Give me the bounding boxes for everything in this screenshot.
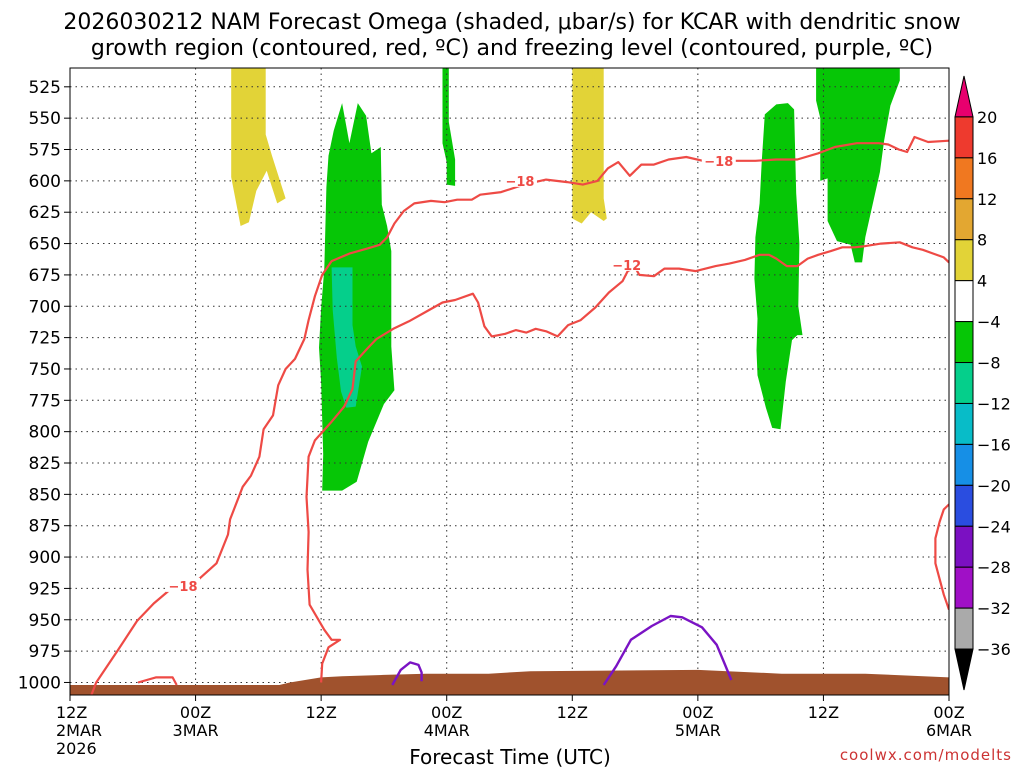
dgz-minus-12-label-bg <box>609 256 644 271</box>
colorbar-label-13: −36 <box>977 640 1011 659</box>
y-tick-label-850: 850 <box>29 485 61 505</box>
x-axis-label: Forecast Time (UTC) <box>409 745 611 768</box>
colorbar-bin--40 <box>954 648 974 691</box>
colorbar-label-12: −32 <box>977 599 1011 618</box>
omega-neg-4-region-4 <box>442 68 456 186</box>
dgz-minus-18-lower-label-bg <box>166 577 201 592</box>
colorbar-label-5: −4 <box>977 313 1001 332</box>
colorbar-label-4: 4 <box>977 272 987 291</box>
colorbar-label-0: 20 <box>977 108 997 127</box>
colorbar-label-9: −20 <box>977 476 1011 495</box>
dgz-minus-18-lower-line <box>90 135 949 695</box>
dgz-minus-18-label-0: −18 <box>505 175 534 190</box>
omega-pos-4-region-2 <box>592 68 597 83</box>
colorbar-label-6: −8 <box>977 354 1001 373</box>
colorbar-bin--28 <box>954 525 974 568</box>
y-tick-label-925: 925 <box>29 579 61 599</box>
freezing-level-2-line <box>602 614 733 686</box>
colorbar-bin-4 <box>954 239 974 282</box>
dgz-minus-18-label-1: −18 <box>704 155 733 170</box>
x-tick-label-24-0: 12Z <box>305 703 336 722</box>
x-tick-label-0-0: 12Z <box>56 703 87 722</box>
colorbar-bin-8 <box>954 198 974 241</box>
terrain-fill <box>70 669 949 695</box>
colorbar-bin--32 <box>954 566 974 609</box>
y-tick-label-650: 650 <box>29 235 61 255</box>
x-tick-label-72-0: 12Z <box>808 703 839 722</box>
colorbar-bin--8 <box>954 321 974 364</box>
x-tick-label-84-0: 00Z <box>933 703 964 722</box>
x-tick-label-60-1: 5MAR <box>675 721 721 740</box>
dgz-minus-12-line <box>305 241 949 683</box>
omega-neg-4-region-3 <box>319 103 395 491</box>
colorbar-label-8: −16 <box>977 435 1011 454</box>
y-tick-label-975: 975 <box>29 642 61 662</box>
dgz-minus-12-label: −12 <box>612 259 641 274</box>
x-tick-label-0-1: 2MAR <box>56 721 102 740</box>
colorbar-label-3: 8 <box>977 231 987 250</box>
x-tick-label-0-2: 2026 <box>56 739 97 758</box>
dgz-minus-18-label-bg-1 <box>701 152 736 167</box>
colorbar-label-10: −24 <box>977 517 1011 536</box>
x-tick-label-12-1: 3MAR <box>173 721 219 740</box>
y-tick-label-800: 800 <box>29 423 61 443</box>
x-tick-label-48-0: 12Z <box>557 703 588 722</box>
dgz-minus-18-label-bg-0 <box>502 172 537 187</box>
colorbar-bin--36 <box>954 607 974 650</box>
colorbar-bin-16 <box>954 116 974 159</box>
y-tick-label-575: 575 <box>29 141 61 161</box>
y-tick-label-525: 525 <box>29 78 61 98</box>
x-tick-label-36-0: 00Z <box>431 703 462 722</box>
x-tick-label-36-1: 4MAR <box>424 721 470 740</box>
colorbar-bin-12 <box>954 157 974 200</box>
y-tick-label-825: 825 <box>29 454 61 474</box>
dgz-minus-18-lower-label: −18 <box>169 580 198 595</box>
omega-neg-4-region-6 <box>816 68 900 263</box>
colorbar-label-2: 12 <box>977 190 997 209</box>
colorbar-label-1: 16 <box>977 149 997 168</box>
chart-title-line-1: 2026030212 NAM Forecast Omega (shaded, μ… <box>63 10 960 35</box>
x-tick-label-60-0: 00Z <box>682 703 713 722</box>
y-tick-label-550: 550 <box>29 109 61 129</box>
omega-pos-4-region-1 <box>572 68 607 224</box>
colorbar-bin--12 <box>954 362 974 404</box>
omega-pos-4-region-0 <box>231 68 286 226</box>
y-tick-label-600: 600 <box>29 172 61 192</box>
colorbar-label-11: −28 <box>977 558 1011 577</box>
y-tick-label-950: 950 <box>29 611 61 631</box>
colorbar-bin--4 <box>954 280 974 323</box>
colorbar-bin-20 <box>954 75 974 118</box>
colorbar-bin--24 <box>954 484 974 527</box>
colorbar-label-7: −12 <box>977 394 1011 413</box>
y-tick-label-875: 875 <box>29 517 61 537</box>
plot-frame <box>69 67 950 696</box>
y-tick-label-900: 900 <box>29 548 61 568</box>
x-tick-label-84-1: 6MAR <box>926 721 972 740</box>
colorbar-bin--16 <box>954 402 974 445</box>
y-tick-label-725: 725 <box>29 329 61 349</box>
omega-neg-4-region-5 <box>754 103 803 430</box>
dgz-minus-18-right-line <box>934 503 949 611</box>
colorbar-bin--20 <box>954 443 974 486</box>
y-tick-label-750: 750 <box>29 360 61 380</box>
y-tick-label-1000: 1000 <box>18 673 61 693</box>
x-tick-label-12-0: 00Z <box>180 703 211 722</box>
credit-text: coolwx.com/modelts <box>840 746 1012 764</box>
y-tick-label-625: 625 <box>29 203 61 223</box>
chart-title-line-2: growth region (contoured, red, ºC) and f… <box>91 36 933 61</box>
dgz-minus-18-left-loop-line <box>137 676 178 686</box>
y-tick-label-675: 675 <box>29 266 61 286</box>
freezing-level-1-line <box>391 661 423 686</box>
y-tick-label-700: 700 <box>29 297 61 317</box>
plot-content: −18 −12 −18 −18 <box>70 68 949 695</box>
y-tick-label-775: 775 <box>29 391 61 411</box>
